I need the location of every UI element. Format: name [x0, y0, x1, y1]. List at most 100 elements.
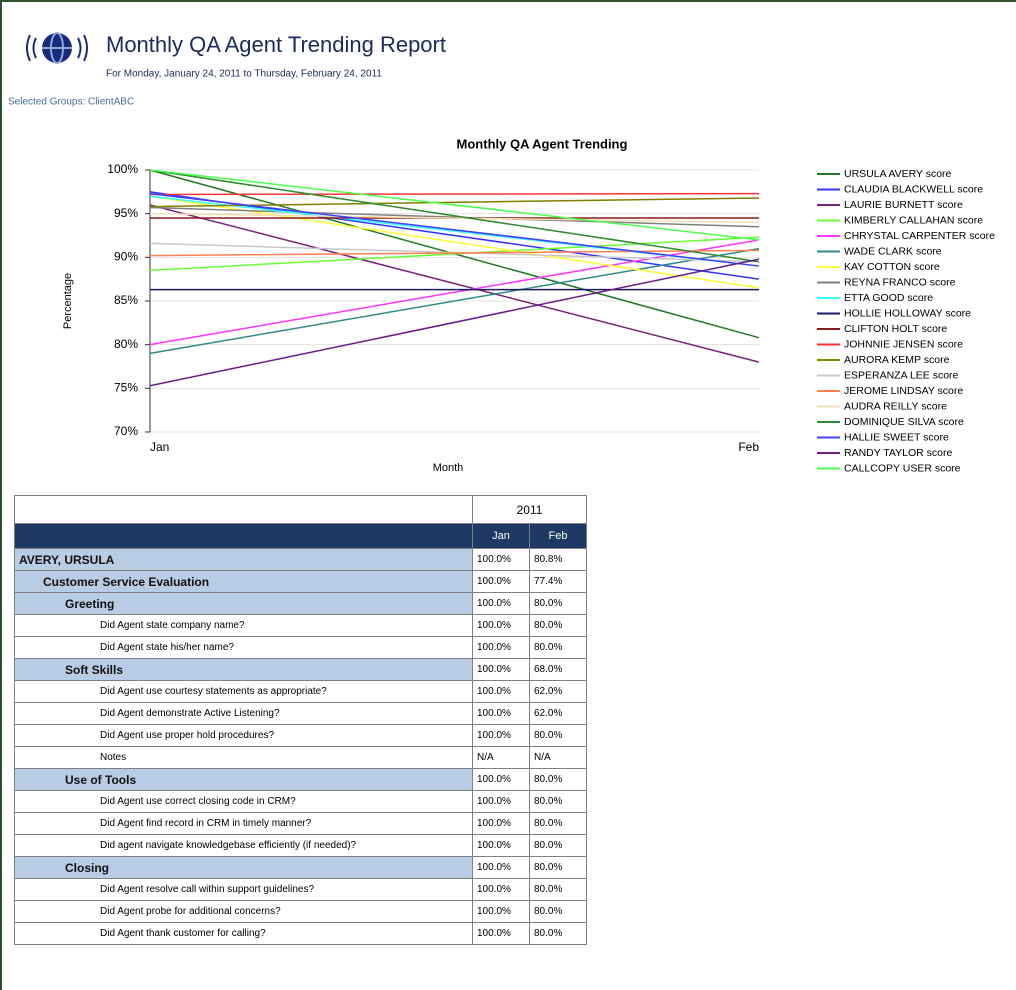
score-cell: 80.0%: [529, 856, 587, 879]
score-cell: 80.0%: [529, 790, 587, 813]
legend-label: REYNA FRANCO score: [844, 276, 956, 288]
score-cell: 80.0%: [529, 922, 587, 945]
series-line: [149, 258, 760, 387]
x-axis-label: Month: [433, 462, 464, 474]
table-row: Did Agent use proper hold procedures? 100…: [14, 724, 587, 747]
year-header: 2011: [472, 495, 587, 524]
score-cell: 100.0%: [472, 702, 530, 725]
y-tick-label: 90%: [114, 250, 138, 264]
table-row: Use of Tools 100.0% 80.0%: [14, 768, 587, 791]
table-row: Did Agent find record in CRM in timely m…: [14, 812, 587, 835]
report-subtitle: For Monday, January 24, 2011 to Thursday…: [106, 69, 382, 80]
score-cell: 80.0%: [529, 900, 587, 923]
series-line: [149, 212, 760, 224]
logo: [26, 32, 88, 64]
table-row: Closing 100.0% 80.0%: [14, 856, 587, 879]
table-row: Greeting 100.0% 80.0%: [14, 592, 587, 615]
table-row: Did Agent resolve call within support gu…: [14, 878, 587, 901]
score-cell: 100.0%: [472, 922, 530, 945]
legend-label: DOMINIQUE SILVA score: [844, 416, 964, 428]
y-tick-label: 95%: [114, 206, 138, 220]
legend-label: WADE CLARK score: [844, 245, 942, 257]
score-cell: 100.0%: [472, 812, 530, 835]
score-cell: 68.0%: [529, 658, 587, 681]
question-text: Did agent navigate knowledgebase efficie…: [14, 834, 473, 857]
series-line: [149, 236, 760, 272]
score-cell: 80.0%: [529, 592, 587, 615]
table-row: 2011: [14, 495, 587, 524]
question-text: Did Agent thank customer for calling?: [14, 922, 473, 945]
score-cell: 100.0%: [472, 724, 530, 747]
legend-label: LAURIE BURNETT score: [844, 199, 963, 211]
series-line: [149, 247, 760, 355]
score-table: 2011 Jan Feb AVERY, URSULA 100.0% 80.8% Custom…: [14, 495, 587, 945]
question-text: Did Agent resolve call within support gu…: [14, 878, 473, 901]
blank-header: [14, 523, 473, 549]
legend-label: HOLLIE HOLLOWAY score: [844, 307, 971, 319]
score-cell: 100.0%: [472, 680, 530, 703]
table-row: Did Agent probe for additional concerns?…: [14, 900, 587, 923]
table-row: Did Agent use correct closing code in CR…: [14, 790, 587, 813]
table-row: Did agent navigate knowledgebase efficie…: [14, 834, 587, 857]
legend-label: KIMBERLY CALLAHAN score: [844, 214, 983, 226]
question-text: Did Agent state his/her name?: [14, 636, 473, 659]
blank-cell: [14, 495, 473, 524]
score-cell: 100.0%: [472, 790, 530, 813]
score-cell: 80.8%: [529, 548, 587, 571]
score-cell: 80.0%: [529, 614, 587, 637]
series-line: [149, 204, 760, 363]
score-cell: 100.0%: [472, 636, 530, 659]
legend-label: CLIFTON HOLT score: [844, 323, 947, 335]
x-tick-label: Feb: [738, 440, 759, 454]
table-row: AVERY, URSULA 100.0% 80.8%: [14, 548, 587, 571]
table-row: Did Agent use courtesy statements as app…: [14, 680, 587, 703]
legend-label: CLAUDIA BLACKWELL score: [844, 183, 983, 195]
score-cell: 100.0%: [472, 878, 530, 901]
table-row: Did Agent state company name? 100.0% 80.0%: [14, 614, 587, 637]
question-text: Did Agent use courtesy statements as app…: [14, 680, 473, 703]
question-text: Notes: [14, 746, 473, 769]
table-row: Did Agent state his/her name? 100.0% 80.0%: [14, 636, 587, 659]
legend-label: HALLIE SWEET score: [844, 431, 949, 443]
legend-label: KAY COTTON score: [844, 261, 940, 273]
question-text: Did Agent find record in CRM in timely m…: [14, 812, 473, 835]
score-cell: 80.0%: [529, 724, 587, 747]
legend-label: AURORA KEMP score: [844, 354, 950, 366]
question-text: Did Agent demonstrate Active Listening?: [14, 702, 473, 725]
selected-groups: Selected Groups: ClientABC: [8, 97, 134, 108]
score-cell: 100.0%: [472, 658, 530, 681]
x-tick-label: Jan: [150, 440, 169, 454]
y-tick-label: 100%: [107, 162, 138, 176]
legend-label: CALLCOPY USER score: [844, 462, 961, 474]
series-line: [149, 249, 760, 257]
table-row: Notes N/A N/A: [14, 746, 587, 769]
score-cell: 100.0%: [472, 834, 530, 857]
score-cell: 62.0%: [529, 702, 587, 725]
section-name: Use of Tools: [14, 768, 473, 791]
legend-label: URSULA AVERY score: [844, 168, 952, 180]
series-line: [149, 192, 760, 196]
score-cell: 100.0%: [472, 592, 530, 615]
series-line: [149, 206, 760, 228]
score-cell: N/A: [529, 746, 587, 769]
legend-label: AUDRA REILLY score: [844, 400, 947, 412]
agent-name: AVERY, URSULA: [14, 548, 473, 571]
month-header: Feb: [529, 523, 587, 549]
y-tick-label: 80%: [114, 337, 138, 351]
month-header: Jan: [472, 523, 530, 549]
series-line: [149, 192, 760, 267]
legend-label: ETTA GOOD score: [844, 292, 933, 304]
score-cell: 62.0%: [529, 680, 587, 703]
score-cell: 100.0%: [472, 548, 530, 571]
score-cell: 100.0%: [472, 856, 530, 879]
table-row: Customer Service Evaluation 100.0% 77.4%: [14, 570, 587, 593]
table-row: Jan Feb: [14, 523, 587, 549]
table-row: Soft Skills 100.0% 68.0%: [14, 658, 587, 681]
section-name: Soft Skills: [14, 658, 473, 681]
y-tick-label: 85%: [114, 293, 138, 307]
question-text: Did Agent use correct closing code in CR…: [14, 790, 473, 813]
evaluation-name: Customer Service Evaluation: [14, 570, 473, 593]
score-cell: 77.4%: [529, 570, 587, 593]
